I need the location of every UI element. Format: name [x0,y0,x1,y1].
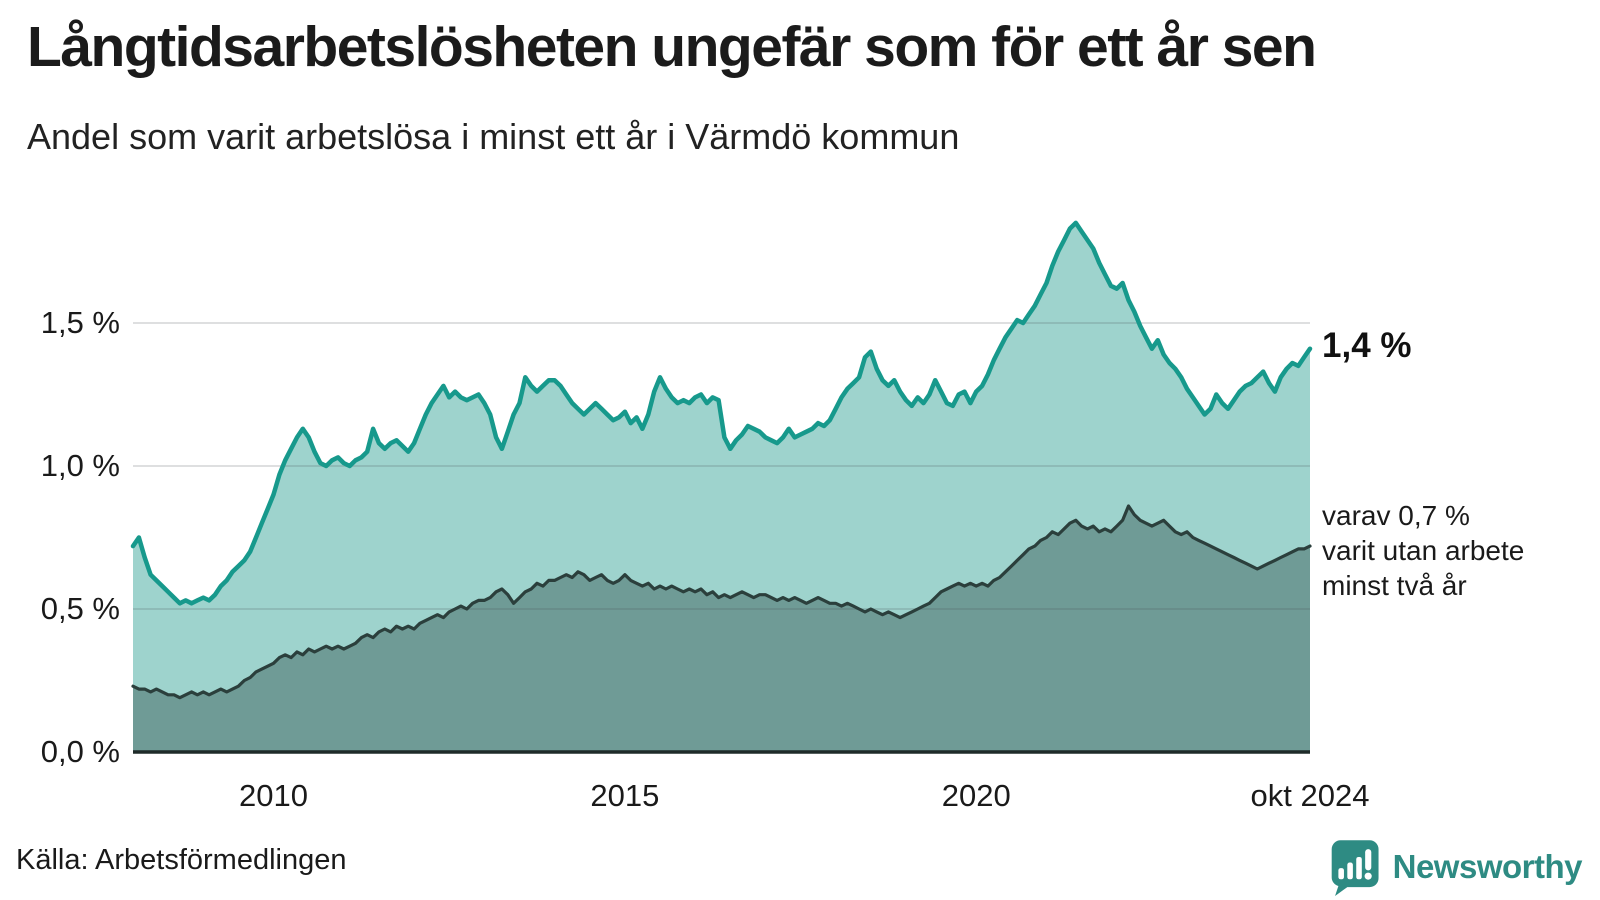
y-tick-label: 0,5 % [40,591,120,626]
line-primary [130,220,1313,606]
annotation-line-3: minst två år [1322,570,1467,601]
source-credit: Källa: Arbetsförmedlingen [16,844,347,876]
y-tick-label: 1,0 % [40,448,120,483]
x-tick-label: 2015 [590,778,660,813]
brand-name: Newsworthy [1392,848,1583,885]
x-tick-label: 2010 [239,778,309,813]
secondary-series-annotation: varav 0,7 % varit utan arbete minst två … [1322,498,1524,603]
page-title: Långtidsarbetslösheten ungefär som för e… [27,15,1317,79]
y-tick-label: 0,0 % [40,734,120,769]
area-fill-secondary [133,506,1310,752]
y-tick-label: 1,5 % [40,305,120,340]
annotation-line-2: varit utan arbete [1322,535,1525,566]
line-secondary [131,504,1312,700]
newsworthy-speech-bubble-icon [1327,838,1381,896]
page-subtitle: Andel som varit arbetslösa i minst ett å… [27,116,960,157]
x-tick-label: okt 2024 [1250,778,1370,813]
brand-logo: Newsworthy [1327,838,1583,896]
x-tick-label: 2020 [941,778,1011,813]
latest-value-label: 1,4 % [1322,326,1412,365]
annotation-line-1: varav 0,7 % [1322,500,1470,531]
